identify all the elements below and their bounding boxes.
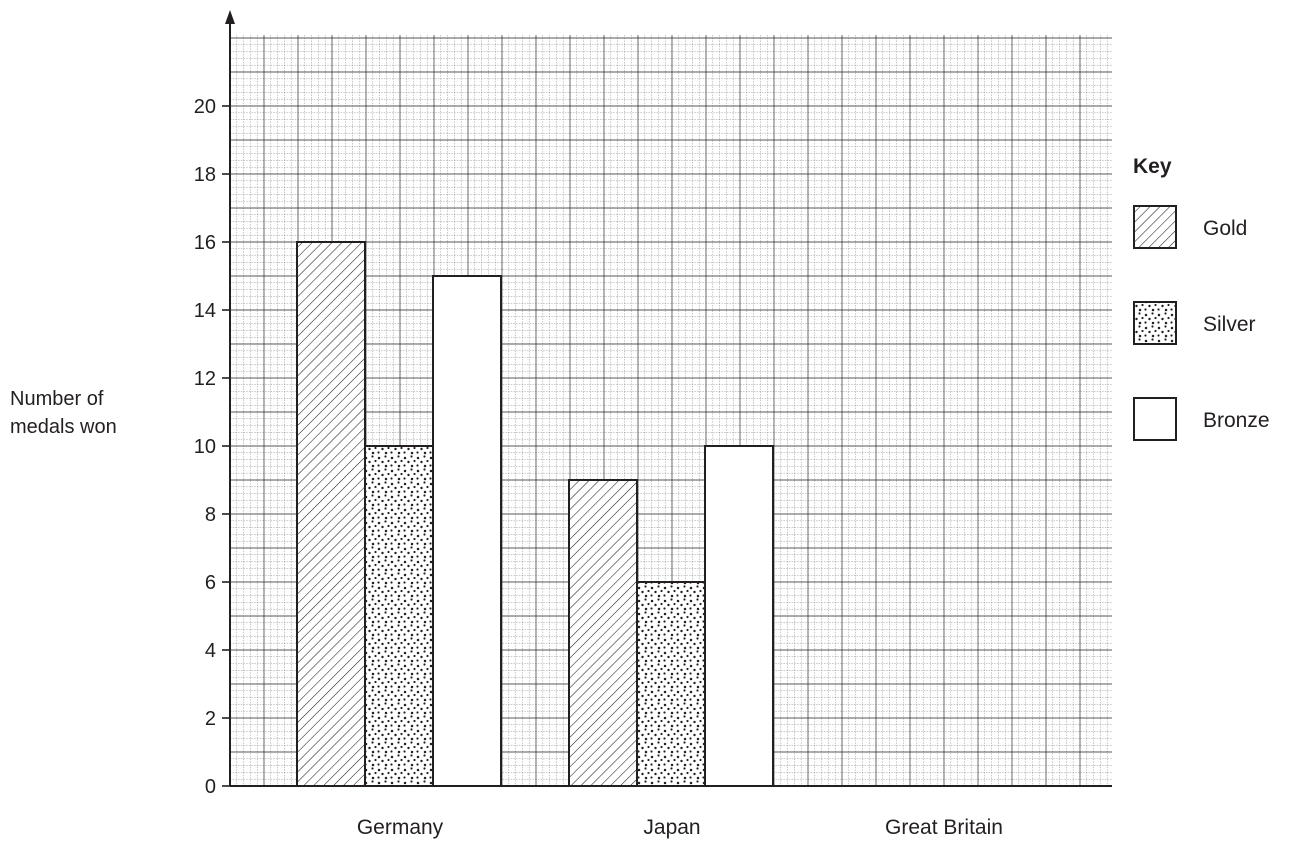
legend-title: Key [1133,155,1172,178]
legend-label-bronze: Bronze [1203,409,1270,432]
legend-label-gold: Gold [1203,217,1247,240]
y-axis-arrow-icon [225,10,235,24]
legend-label-silver: Silver [1203,313,1256,336]
y-axis-label-line-2: medals won [10,416,117,438]
y-tick-label: 0 [205,776,216,798]
legend: Key Gold Silver Bronze [1133,155,1270,441]
bar-gold-germany [296,241,366,787]
bar-gold-japan [568,479,638,787]
x-category-label: Great Britain [885,816,1003,839]
bar-silver-germany [364,445,434,787]
axis-labels: Number of medals won [10,388,117,438]
bar-silver-japan [636,581,706,787]
legend-swatch-gold [1133,205,1177,249]
y-tick-label: 8 [205,504,216,526]
y-tick-label: 4 [205,640,216,662]
x-category-label: Germany [357,816,444,839]
y-tick-label: 14 [194,300,216,322]
legend-swatch-silver [1133,301,1177,345]
bar-bronze-germany [432,275,502,787]
y-tick-label: 20 [194,96,216,118]
bars: Germany Japan Great Britain [296,241,1003,839]
y-axis-label-line-1: Number of [10,388,104,410]
y-tick-label: 18 [194,164,216,186]
x-category-label: Japan [643,816,700,839]
bar-bronze-japan [704,445,774,787]
y-tick-label: 6 [205,572,216,594]
y-tick-label: 12 [194,368,216,390]
y-tick-label: 2 [205,708,216,730]
y-tick-label: 16 [194,232,216,254]
legend-swatch-bronze [1133,397,1177,441]
y-tick-label: 10 [194,436,216,458]
